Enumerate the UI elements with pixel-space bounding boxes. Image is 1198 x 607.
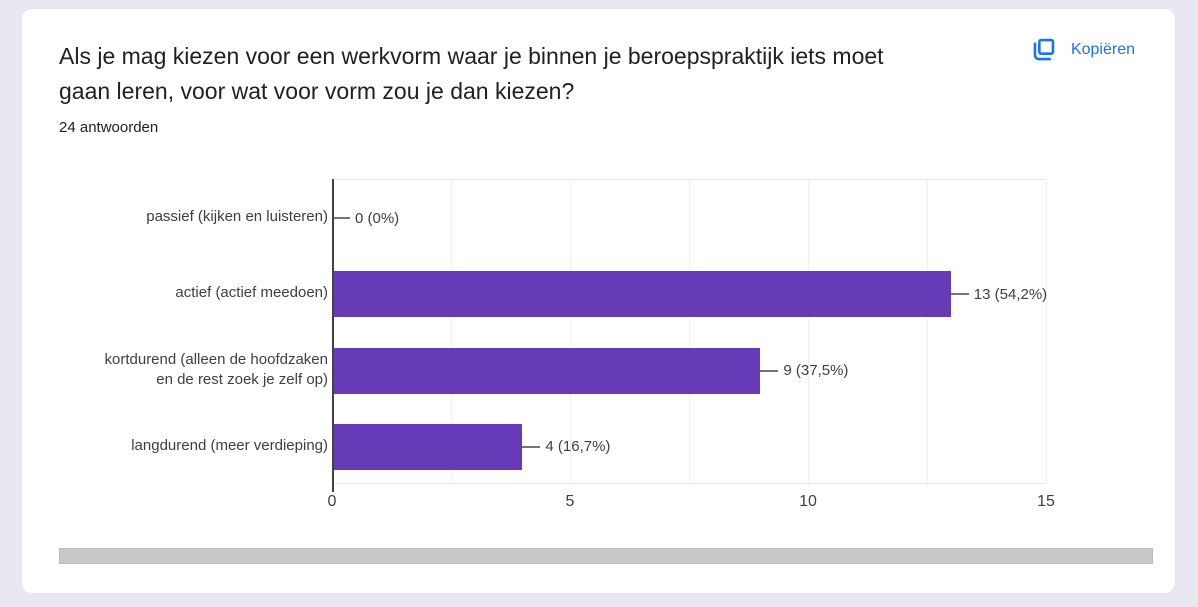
value-connector-line: [522, 445, 541, 448]
copy-button[interactable]: Kopiëren: [1030, 37, 1135, 63]
x-axis-tick-label: 5: [565, 493, 575, 510]
value-callout: 9 (37,5%): [760, 333, 848, 409]
x-axis-tick-label: 0: [327, 493, 337, 510]
category-label: passief (kijken en luisteren): [146, 208, 328, 226]
bar-chart: 0 (0%) 13 (54,2%) 9 (37,5%) 4 (16,7%) passi…: [22, 9, 1177, 595]
response-card: Als je mag kiezen voor een werkvorm waar…: [21, 8, 1176, 594]
horizontal-scrollbar-thumb[interactable]: [59, 548, 1153, 564]
bar: [332, 423, 523, 470]
question-title: Als je mag kiezen voor een werkvorm waar…: [59, 43, 884, 104]
gridline: [689, 180, 690, 483]
x-axis-tick-label: 10: [799, 493, 817, 510]
category-label: langdurend (meer verdieping): [131, 436, 328, 454]
value-label: 4 (16,7%): [545, 438, 611, 456]
gridline: [808, 180, 809, 483]
value-connector-line: [332, 217, 350, 220]
copy-icon: [1030, 37, 1056, 63]
plot-area: 0 (0%) 13 (54,2%) 9 (37,5%) 4 (16,7%): [332, 179, 1048, 485]
bar: [332, 271, 951, 318]
gridline: [570, 180, 571, 483]
bar: [332, 347, 761, 394]
category-label: actief (actief meedoen): [175, 284, 328, 302]
answers-count: 24 antwoorden: [59, 119, 159, 136]
value-callout: 13 (54,2%): [950, 256, 1048, 332]
gridline: [1046, 180, 1047, 483]
y-axis-line: [332, 179, 334, 492]
value-callout: 0 (0%): [332, 180, 399, 256]
value-callout: 4 (16,7%): [522, 409, 610, 485]
value-label: 13 (54,2%): [973, 285, 1048, 303]
copy-button-label: Kopiëren: [1070, 41, 1135, 58]
value-connector-line: [760, 369, 779, 372]
x-axis-tick-label: 15: [1037, 493, 1055, 510]
gridline: [927, 180, 928, 483]
value-label: 0 (0%): [355, 209, 400, 227]
gridline: [451, 180, 452, 483]
value-label: 9 (37,5%): [783, 362, 849, 380]
category-label: kortdurend (alleen de hoofdzaken en de r…: [104, 350, 329, 388]
value-connector-line: [950, 293, 969, 296]
